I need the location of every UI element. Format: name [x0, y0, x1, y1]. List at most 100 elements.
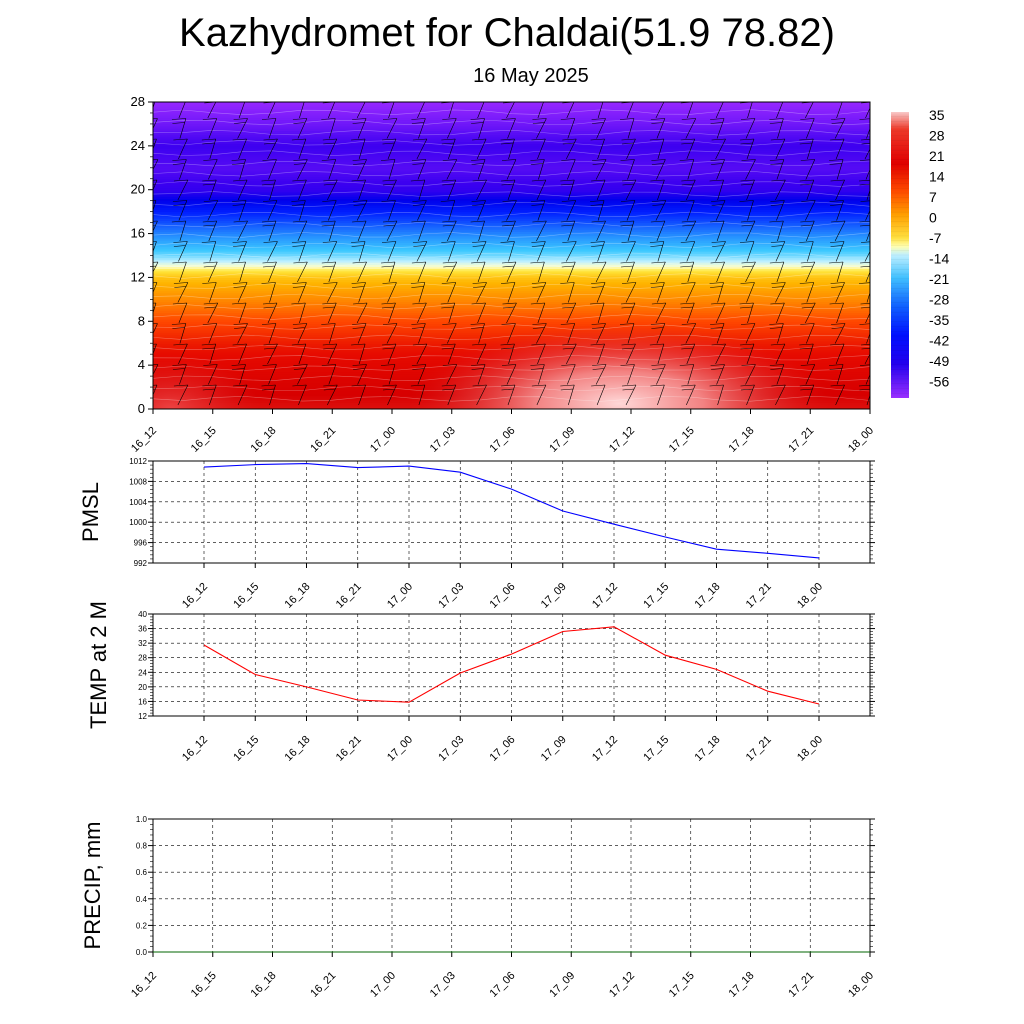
heatmap-band [153, 255, 870, 259]
x-tick-label: 17_03 [436, 581, 466, 611]
wind-barb [202, 323, 218, 344]
x-tick-label: 16_15 [189, 970, 219, 1000]
x-tick-label: 17_12 [590, 734, 620, 764]
colorbar-label: -35 [929, 312, 949, 328]
wind-barb [800, 159, 816, 180]
wind-barb [801, 302, 816, 324]
heatmap-band [153, 298, 870, 303]
wind-barb [441, 138, 456, 160]
contour-line [153, 109, 870, 116]
wind-barb [709, 384, 724, 406]
x-tick-label: 17_21 [786, 970, 816, 1000]
wind-barb [441, 241, 456, 262]
wind-barb [293, 364, 308, 385]
wind-barb [592, 364, 607, 385]
wind-barb [741, 364, 756, 385]
wind-barb [859, 159, 870, 180]
heatmap-band [153, 244, 870, 248]
contour-line [153, 170, 870, 177]
heatmap-band [153, 103, 870, 107]
x-tick-label: 16_12 [129, 970, 159, 1000]
warm-spot [153, 354, 261, 409]
wind-barb [770, 302, 785, 324]
wind-barb [202, 220, 218, 242]
wind-barb [470, 118, 485, 139]
wind-barb [232, 343, 247, 365]
wind-barb [381, 138, 397, 160]
heatmap-band [153, 187, 870, 191]
heatmap-band [153, 224, 870, 228]
wind-barb [153, 364, 159, 376]
heatmap-band [153, 276, 870, 281]
wind-barb [238, 102, 246, 119]
contour-line [153, 262, 870, 269]
wind-barb [233, 282, 248, 303]
wind-barb [352, 118, 367, 139]
heatmap-band [153, 237, 870, 241]
wind-barb [799, 384, 815, 406]
y-tick-label: 40 [138, 610, 147, 619]
wind-barb [321, 261, 337, 283]
wind-barb [650, 384, 665, 406]
wind-barb [351, 241, 366, 262]
wind-barb [173, 384, 189, 406]
wind-barb [621, 282, 637, 303]
wind-barb [381, 343, 397, 365]
wind-barb [681, 384, 696, 406]
wind-barb [530, 302, 546, 324]
wind-barb [501, 323, 516, 344]
y-tick-label: 992 [134, 559, 148, 568]
wind-barb [153, 241, 157, 253]
wind-barb [291, 200, 306, 221]
wind-barb [560, 282, 575, 303]
wind-barb [679, 261, 695, 283]
wind-barb [532, 220, 547, 242]
wind-barb [830, 282, 845, 303]
heatmap-band [153, 204, 870, 208]
y-tick-label: 12 [138, 712, 147, 721]
wind-barb [562, 138, 577, 160]
wind-barb [356, 102, 366, 119]
wind-barb [203, 261, 218, 283]
contour-line [153, 211, 870, 218]
heatmap-band [153, 102, 870, 105]
wind-barb [620, 302, 636, 324]
colorbar-label: 7 [929, 189, 937, 205]
wind-barb [322, 343, 338, 365]
x-tick-label: 17_09 [539, 581, 569, 611]
x-tick-label: 17_21 [744, 734, 774, 764]
wind-barb [442, 220, 457, 242]
wind-barb [655, 102, 665, 119]
wind-barb [442, 261, 458, 283]
wind-barb [263, 343, 278, 365]
wind-barb [531, 179, 547, 201]
wind-barb [800, 220, 815, 242]
x-tick-label: 17_06 [488, 970, 518, 1000]
wind-barb [321, 118, 336, 139]
wind-barb [380, 261, 396, 283]
wind-barb [740, 179, 755, 201]
heatmap-band [153, 123, 870, 127]
wind-barb [771, 282, 786, 303]
wind-barb [323, 384, 338, 406]
wind-barb [859, 220, 870, 242]
wind-barb [380, 364, 396, 385]
wind-barb [292, 323, 308, 344]
wind-barb [173, 282, 189, 303]
wind-barb [562, 343, 577, 365]
wind-barb [292, 282, 307, 303]
wind-barb [591, 220, 606, 242]
contour-line [153, 119, 870, 126]
wind-barb [860, 241, 870, 262]
wind-barb [153, 159, 159, 171]
x-tick-label: 17_06 [488, 425, 518, 455]
wind-barb [262, 261, 277, 283]
wind-barb [410, 179, 426, 201]
wind-barb [233, 118, 248, 139]
wind-barb [470, 323, 485, 344]
wind-barb [352, 323, 367, 344]
wind-barb [381, 200, 396, 221]
wind-barb [261, 282, 276, 303]
wind-barb [171, 220, 187, 242]
wind-barb [352, 364, 367, 385]
